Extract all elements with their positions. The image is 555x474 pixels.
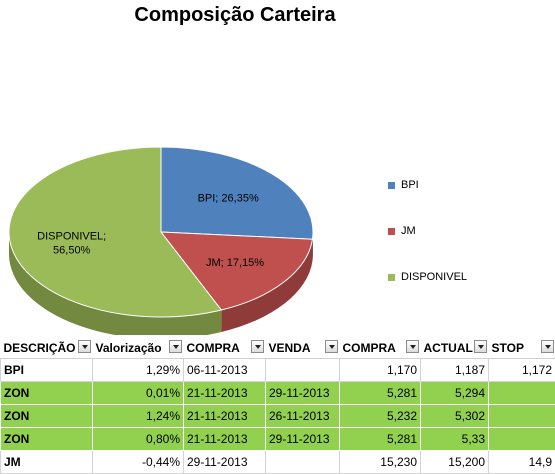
column-header: DESCRIÇÃO — [1, 336, 93, 359]
table-cell[interactable]: 1,170 — [340, 359, 421, 382]
column-header: STOP — [489, 336, 555, 359]
legend-swatch — [388, 228, 395, 235]
filter-dropdown-icon[interactable] — [251, 340, 264, 353]
slice-label-bpi: BPI; 26,35% — [198, 192, 259, 204]
table-cell[interactable]: 1,172 — [489, 359, 555, 382]
table-cell[interactable]: JM — [1, 451, 93, 474]
table-cell[interactable]: 29-11-2013 — [266, 382, 340, 405]
portfolio-table: DESCRIÇÃO Valorização COMPRA VENDA COMPRA ACT… — [0, 336, 555, 474]
filter-dropdown-icon[interactable] — [474, 340, 487, 353]
legend-item-disponivel: DISPONIVEL — [388, 270, 467, 284]
filter-dropdown-icon[interactable] — [78, 340, 91, 353]
table-cell[interactable]: 5,281 — [340, 382, 421, 405]
table-cell[interactable] — [266, 451, 340, 474]
legend-item-bpi: BPI — [388, 178, 419, 192]
table-cell[interactable]: 26-11-2013 — [266, 405, 340, 428]
column-header-label: Valorização — [96, 340, 162, 354]
table-cell[interactable]: 06-11-2013 — [184, 359, 266, 382]
table-cell[interactable]: 29-11-2013 — [184, 451, 266, 474]
table-cell[interactable]: 29-11-2013 — [266, 428, 340, 451]
column-header: Valorização — [93, 336, 184, 359]
table-cell[interactable]: 1,29% — [93, 359, 184, 382]
table-cell[interactable]: BPI — [1, 359, 93, 382]
legend-item-jm: JM — [388, 224, 416, 238]
table-cell[interactable]: 5,232 — [340, 405, 421, 428]
filter-dropdown-icon[interactable] — [406, 340, 419, 353]
legend-label: BPI — [401, 179, 419, 191]
filter-dropdown-icon[interactable] — [325, 340, 338, 353]
slice-label-jm: JM; 17,15% — [206, 257, 264, 269]
column-header-label: DESCRIÇÃO — [4, 340, 76, 354]
column-header-label: VENDA — [269, 340, 311, 354]
table-cell[interactable]: 1,187 — [421, 359, 489, 382]
pie-chart: BPI; 26,35%JM; 17,15%DISPONIVEL;56,50% — [0, 0, 555, 335]
table-cell[interactable]: 5,294 — [421, 382, 489, 405]
table-cell[interactable]: 21-11-2013 — [184, 405, 266, 428]
table-cell[interactable]: 0,01% — [93, 382, 184, 405]
column-header-label: ACTUAL — [424, 340, 473, 354]
table-cell[interactable] — [489, 382, 555, 405]
column-header: ACTUAL — [421, 336, 489, 359]
table-cell[interactable] — [489, 428, 555, 451]
table-cell[interactable]: 0,80% — [93, 428, 184, 451]
table-cell[interactable]: 21-11-2013 — [184, 428, 266, 451]
legend-swatch — [388, 274, 395, 281]
column-header: VENDA — [266, 336, 340, 359]
table-cell[interactable]: 5,302 — [421, 405, 489, 428]
column-header: COMPRA — [340, 336, 421, 359]
table-header-row: DESCRIÇÃO Valorização COMPRA VENDA COMPRA ACT… — [1, 336, 555, 359]
table-cell[interactable]: ZON — [1, 405, 93, 428]
table-cell[interactable]: 15,230 — [340, 451, 421, 474]
table-cell[interactable]: ZON — [1, 382, 93, 405]
table-cell[interactable] — [266, 359, 340, 382]
filter-dropdown-icon[interactable] — [541, 340, 554, 353]
chart-area: Composição Carteira BPI; 26,35%JM; 17,15… — [0, 0, 555, 335]
legend-label: JM — [401, 225, 416, 237]
table-cell[interactable]: -0,44% — [93, 451, 184, 474]
column-header: COMPRA — [184, 336, 266, 359]
column-header-label: STOP — [492, 340, 524, 354]
table-cell[interactable]: 21-11-2013 — [184, 382, 266, 405]
table-cell[interactable]: 15,200 — [421, 451, 489, 474]
table-cell[interactable] — [489, 405, 555, 428]
table-cell[interactable]: 5,33 — [421, 428, 489, 451]
legend-swatch — [388, 182, 395, 189]
filter-dropdown-icon[interactable] — [169, 340, 182, 353]
table-cell[interactable]: ZON — [1, 428, 93, 451]
table-cell[interactable]: 1,24% — [93, 405, 184, 428]
table-cell[interactable]: 5,281 — [340, 428, 421, 451]
table-cell[interactable]: 14,9 — [489, 451, 555, 474]
column-header-label: COMPRA — [343, 340, 396, 354]
legend-label: DISPONIVEL — [401, 271, 467, 283]
column-header-label: COMPRA — [187, 340, 240, 354]
